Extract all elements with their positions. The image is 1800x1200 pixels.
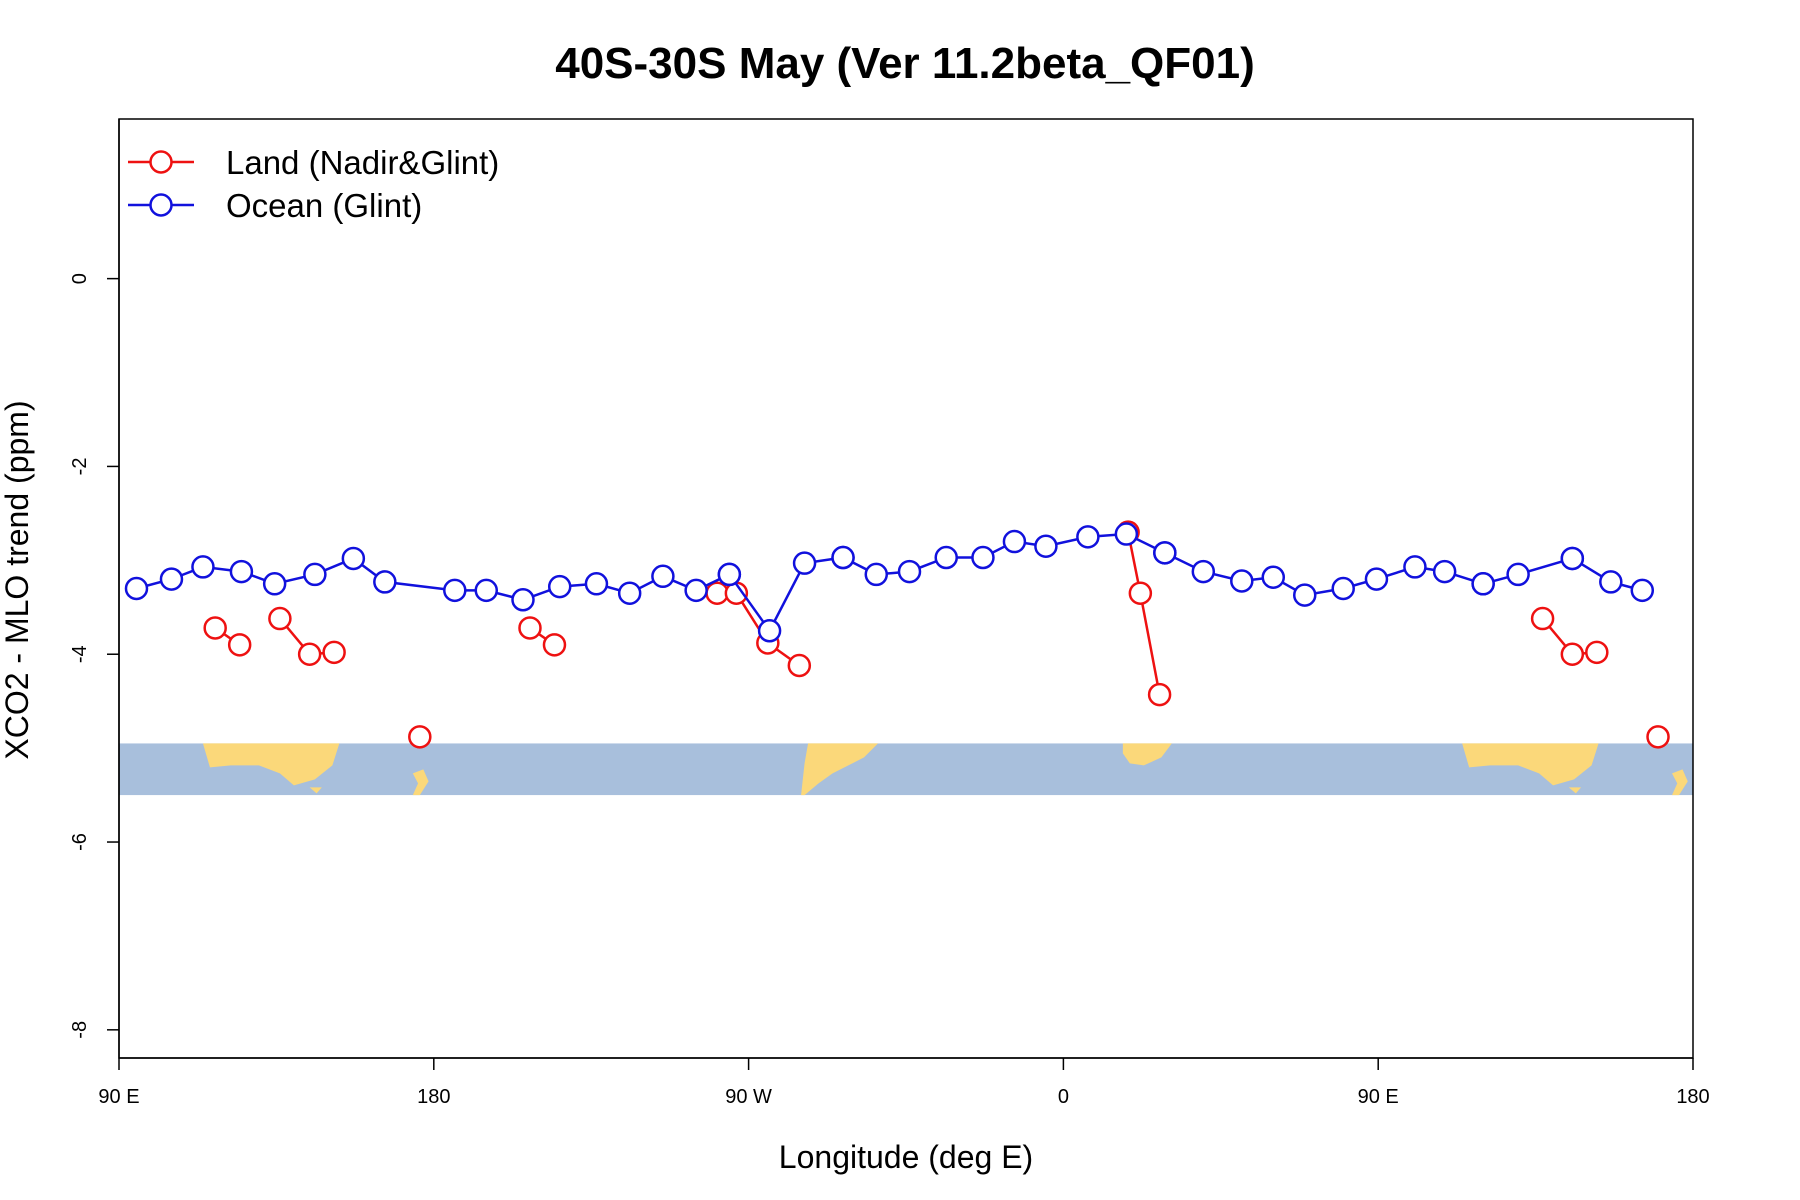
x-tick-label: 180 bbox=[1676, 1086, 1709, 1108]
x-tick-label: 90 E bbox=[1358, 1086, 1399, 1108]
data-point bbox=[1560, 642, 1585, 666]
data-point bbox=[1560, 546, 1585, 571]
series-ocean bbox=[124, 522, 1655, 643]
legend-item-land: Land (Nadir&Glint) bbox=[128, 144, 499, 181]
y-tick-label: -2 bbox=[69, 458, 91, 476]
data-point bbox=[584, 572, 609, 596]
data-point bbox=[717, 562, 742, 587]
plot-frame bbox=[118, 118, 1694, 1059]
x-tick-label: 90 W bbox=[725, 1086, 772, 1108]
data-point bbox=[1034, 534, 1058, 558]
data-point bbox=[373, 570, 397, 594]
y-axis: 0 -2 -4 -6 -8 bbox=[69, 119, 120, 1058]
series-layer bbox=[124, 520, 1670, 749]
data-point bbox=[262, 572, 287, 596]
map-band bbox=[119, 743, 1693, 796]
data-point bbox=[542, 633, 567, 657]
y-tick-label: -6 bbox=[69, 833, 91, 851]
data-point bbox=[1630, 578, 1655, 603]
y-tick-label: -4 bbox=[69, 645, 91, 663]
x-tick-label: 90 E bbox=[98, 1086, 139, 1108]
data-point bbox=[511, 588, 535, 612]
data-point bbox=[684, 578, 708, 603]
data-point bbox=[971, 545, 995, 570]
legend-label-ocean: Ocean (Glint) bbox=[226, 187, 422, 224]
land-tasmania bbox=[309, 787, 322, 794]
data-point bbox=[792, 551, 817, 575]
data-point bbox=[227, 633, 252, 657]
legend-swatch-marker-land bbox=[149, 150, 173, 174]
data-point bbox=[191, 555, 215, 579]
land-australia bbox=[202, 743, 340, 786]
data-point bbox=[1128, 581, 1153, 605]
x-axis-label: Longitude (deg E) bbox=[779, 1139, 1033, 1175]
chart-title: 40S-30S May (Ver 11.2beta_QF01) bbox=[555, 39, 1255, 88]
data-point bbox=[831, 545, 855, 570]
land-new-zealand bbox=[412, 769, 429, 796]
legend: Land (Nadir&Glint) Ocean (Glint) bbox=[128, 144, 499, 224]
data-point bbox=[1147, 682, 1172, 707]
land-new-zealand-2 bbox=[1672, 769, 1688, 796]
y-tick-label: -8 bbox=[69, 1021, 91, 1039]
data-point bbox=[159, 567, 184, 591]
data-point bbox=[1261, 565, 1286, 589]
data-point bbox=[1506, 562, 1530, 587]
data-point bbox=[1191, 559, 1216, 584]
data-point bbox=[303, 562, 327, 587]
map-ocean bbox=[119, 743, 1693, 796]
data-point bbox=[617, 581, 642, 605]
data-point bbox=[787, 653, 812, 678]
x-axis: 90 E 180 90 W 0 90 E 180 bbox=[98, 1057, 1710, 1108]
data-point bbox=[1585, 640, 1609, 665]
legend-item-ocean: Ocean (Glint) bbox=[128, 187, 422, 224]
data-point bbox=[203, 616, 227, 640]
data-point bbox=[864, 562, 889, 587]
data-point bbox=[408, 725, 432, 749]
data-point bbox=[297, 642, 322, 666]
series-line bbox=[1164, 551, 1484, 597]
land-australia-2 bbox=[1462, 743, 1599, 786]
data-point bbox=[1403, 555, 1427, 579]
data-point bbox=[443, 578, 467, 603]
data-point bbox=[124, 576, 149, 601]
data-point bbox=[651, 564, 675, 589]
data-point bbox=[474, 578, 499, 603]
legend-label-land: Land (Nadir&Glint) bbox=[226, 144, 499, 181]
series-line bbox=[842, 532, 1166, 576]
data-point bbox=[1292, 583, 1317, 607]
land-tasmania-2 bbox=[1568, 787, 1582, 794]
data-point bbox=[547, 574, 572, 599]
data-point bbox=[1432, 559, 1457, 584]
data-point bbox=[1230, 569, 1254, 593]
x-tick-label: 0 bbox=[1058, 1086, 1069, 1108]
data-point bbox=[1599, 570, 1623, 594]
data-point bbox=[1153, 541, 1177, 565]
data-point bbox=[1530, 606, 1555, 631]
data-point bbox=[1331, 576, 1355, 601]
data-point bbox=[934, 545, 958, 570]
data-point bbox=[757, 619, 782, 643]
data-point bbox=[1471, 572, 1495, 596]
data-point bbox=[341, 546, 366, 571]
land-south-africa bbox=[1122, 743, 1172, 766]
data-point bbox=[229, 559, 254, 584]
data-point bbox=[1076, 525, 1100, 549]
data-point bbox=[1114, 522, 1139, 546]
series-line bbox=[728, 556, 844, 634]
data-point bbox=[518, 616, 542, 640]
data-point bbox=[705, 581, 729, 605]
legend-swatch-marker-ocean bbox=[149, 193, 173, 217]
data-point bbox=[1646, 725, 1670, 749]
data-point bbox=[1002, 529, 1027, 554]
x-tick-label: 180 bbox=[417, 1086, 450, 1108]
land-south-america bbox=[801, 743, 879, 796]
data-point bbox=[322, 640, 346, 665]
y-axis-label: XCO2 - MLO trend (ppm) bbox=[0, 400, 35, 759]
data-point bbox=[1364, 567, 1389, 591]
y-tick-label: 0 bbox=[69, 273, 91, 284]
data-point bbox=[897, 559, 922, 584]
data-point bbox=[268, 606, 292, 631]
